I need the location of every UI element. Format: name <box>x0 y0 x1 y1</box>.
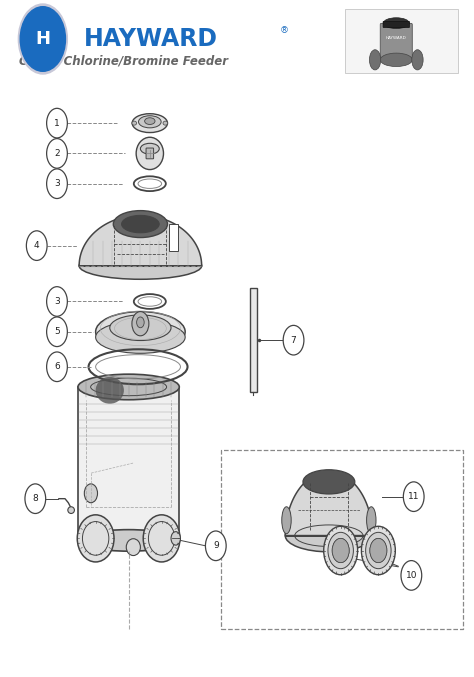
Ellipse shape <box>285 519 373 552</box>
Circle shape <box>283 326 304 355</box>
Ellipse shape <box>96 377 124 403</box>
Ellipse shape <box>96 321 185 353</box>
Ellipse shape <box>366 507 376 533</box>
Circle shape <box>46 108 67 138</box>
Ellipse shape <box>77 515 114 562</box>
Ellipse shape <box>126 539 140 556</box>
Text: 7: 7 <box>291 336 296 345</box>
Circle shape <box>46 317 67 347</box>
Ellipse shape <box>383 18 409 28</box>
Circle shape <box>46 286 67 316</box>
Ellipse shape <box>110 315 171 341</box>
Circle shape <box>25 484 46 513</box>
Ellipse shape <box>282 507 291 533</box>
Ellipse shape <box>132 114 167 133</box>
Text: 3: 3 <box>54 297 60 306</box>
FancyBboxPatch shape <box>380 24 412 59</box>
Text: 3: 3 <box>54 179 60 188</box>
FancyBboxPatch shape <box>250 288 257 393</box>
Ellipse shape <box>369 49 381 70</box>
Circle shape <box>332 538 349 563</box>
FancyBboxPatch shape <box>169 224 178 251</box>
FancyBboxPatch shape <box>78 387 179 540</box>
Circle shape <box>137 317 144 328</box>
Ellipse shape <box>78 374 179 399</box>
Ellipse shape <box>136 137 164 169</box>
Ellipse shape <box>68 507 74 513</box>
Text: HAYWARD: HAYWARD <box>84 27 218 51</box>
Polygon shape <box>79 215 201 266</box>
Text: 4: 4 <box>34 241 39 250</box>
Circle shape <box>27 231 47 261</box>
Ellipse shape <box>79 253 201 280</box>
Ellipse shape <box>96 311 185 352</box>
Ellipse shape <box>361 526 395 575</box>
Ellipse shape <box>132 121 137 125</box>
Circle shape <box>46 139 67 168</box>
FancyBboxPatch shape <box>346 9 458 72</box>
Ellipse shape <box>145 118 155 125</box>
Circle shape <box>18 4 67 74</box>
Text: 2: 2 <box>54 149 60 158</box>
Circle shape <box>205 531 226 561</box>
Ellipse shape <box>113 211 167 238</box>
Circle shape <box>171 531 181 545</box>
Text: H: H <box>36 30 50 48</box>
Ellipse shape <box>121 215 159 233</box>
Circle shape <box>401 561 422 590</box>
Text: ®: ® <box>279 26 288 35</box>
Circle shape <box>46 352 67 382</box>
Ellipse shape <box>332 538 349 563</box>
Ellipse shape <box>143 515 180 562</box>
Ellipse shape <box>324 526 357 575</box>
Ellipse shape <box>138 116 161 128</box>
FancyBboxPatch shape <box>146 148 154 159</box>
Text: 1: 1 <box>54 118 60 128</box>
Text: 6: 6 <box>54 362 60 371</box>
Circle shape <box>84 484 98 503</box>
Circle shape <box>132 311 149 336</box>
Ellipse shape <box>163 121 168 125</box>
Text: CL200 Chlorine/Bromine Feeder: CL200 Chlorine/Bromine Feeder <box>19 55 228 68</box>
Ellipse shape <box>328 532 354 569</box>
Text: 9: 9 <box>213 542 219 550</box>
Polygon shape <box>285 472 373 536</box>
Ellipse shape <box>380 53 412 66</box>
Ellipse shape <box>140 144 159 154</box>
Text: 11: 11 <box>408 492 419 501</box>
Text: 8: 8 <box>32 494 38 503</box>
Circle shape <box>403 482 424 511</box>
Ellipse shape <box>412 49 423 70</box>
Ellipse shape <box>370 538 387 563</box>
Circle shape <box>20 7 65 71</box>
Circle shape <box>370 538 387 563</box>
Text: 10: 10 <box>406 571 417 580</box>
Text: 5: 5 <box>54 327 60 336</box>
Ellipse shape <box>303 470 355 494</box>
Ellipse shape <box>365 532 391 569</box>
FancyBboxPatch shape <box>383 22 410 28</box>
Text: HAYWARD: HAYWARD <box>386 36 407 40</box>
Ellipse shape <box>78 529 179 551</box>
Circle shape <box>46 169 67 198</box>
